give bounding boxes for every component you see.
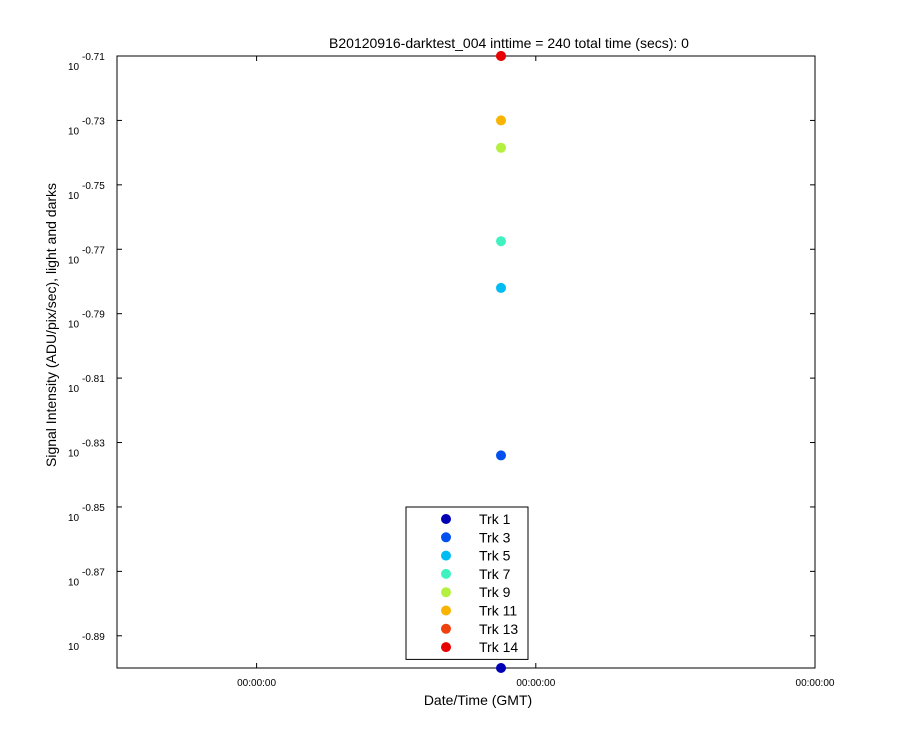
y-tick-exponent: -0.77 [82, 245, 105, 256]
data-point-trk-14 [496, 51, 506, 61]
legend-marker [441, 550, 451, 561]
legend-marker [441, 532, 451, 543]
y-tick-base: 10 [68, 642, 80, 653]
legend-label: Trk 13 [479, 621, 518, 637]
y-tick-base: 10 [68, 255, 80, 266]
x-axis-label: Date/Time (GMT) [424, 692, 532, 708]
data-point-trk-9 [496, 142, 506, 153]
data-point-trk-11 [496, 115, 506, 126]
legend-marker [441, 605, 451, 616]
y-tick-exponent: -0.75 [82, 181, 105, 192]
data-points [496, 51, 506, 673]
legend: Trk 1 Trk 3 Trk 5 Trk 7 Trk 9 Trk 11 Trk 13 Trk… [405, 506, 529, 660]
y-axis: 10-0.7110-0.7310-0.7510-0.7710-0.7910-0.… [68, 52, 815, 653]
y-tick-base: 10 [68, 191, 80, 202]
legend-marker [441, 642, 451, 653]
legend-box [405, 506, 529, 660]
y-tick-base: 10 [68, 384, 80, 395]
legend-label: Trk 3 [479, 529, 511, 545]
legend-label: Trk 7 [479, 566, 511, 582]
y-tick-exponent: -0.83 [82, 439, 105, 450]
y-tick-base: 10 [68, 320, 80, 331]
legend-marker [441, 587, 451, 598]
legend-label: Trk 9 [479, 584, 511, 600]
y-tick-exponent: -0.89 [82, 632, 105, 643]
legend-marker [441, 623, 451, 634]
x-tick-label: 00:00:00 [796, 678, 835, 689]
y-axis-label: Signal Intensity (ADU/pix/sec), light an… [43, 183, 59, 467]
legend-marker [441, 514, 451, 524]
y-tick-base: 10 [68, 449, 80, 460]
legend-label: Trk 14 [479, 639, 518, 655]
data-point-trk-7 [496, 236, 506, 247]
y-tick-base: 10 [68, 62, 80, 73]
y-tick-exponent: -0.81 [82, 374, 105, 385]
x-tick-label: 00:00:00 [516, 678, 555, 689]
data-point-trk-3 [496, 450, 506, 461]
y-tick-exponent: -0.71 [82, 52, 105, 63]
y-tick-base: 10 [68, 513, 80, 524]
x-tick-label: 00:00:00 [237, 678, 276, 689]
data-point-trk-5 [496, 282, 506, 293]
data-point-trk-1 [496, 663, 506, 673]
y-tick-exponent: -0.79 [82, 310, 105, 321]
legend-label: Trk 11 [479, 603, 517, 619]
legend-marker [441, 568, 451, 579]
y-tick-exponent: -0.73 [82, 116, 105, 127]
y-tick-base: 10 [68, 126, 80, 137]
chart-title: B20120916-darktest_004 inttime = 240 tot… [329, 35, 689, 51]
legend-label: Trk 1 [479, 511, 511, 527]
legend-label: Trk 5 [479, 548, 511, 564]
y-tick-exponent: -0.87 [82, 567, 105, 578]
x-axis: 00:00:00 00:00:00 00:00:00 [237, 56, 835, 689]
y-tick-exponent: -0.85 [82, 503, 105, 514]
y-tick-base: 10 [68, 577, 80, 588]
